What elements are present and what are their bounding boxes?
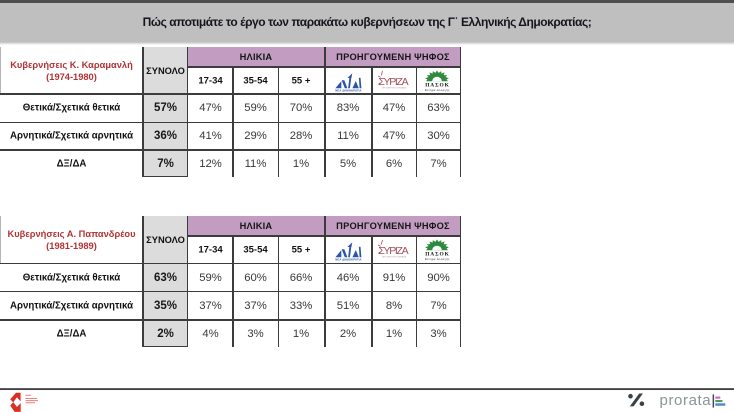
svg-text:prorata: prorata (660, 392, 712, 409)
